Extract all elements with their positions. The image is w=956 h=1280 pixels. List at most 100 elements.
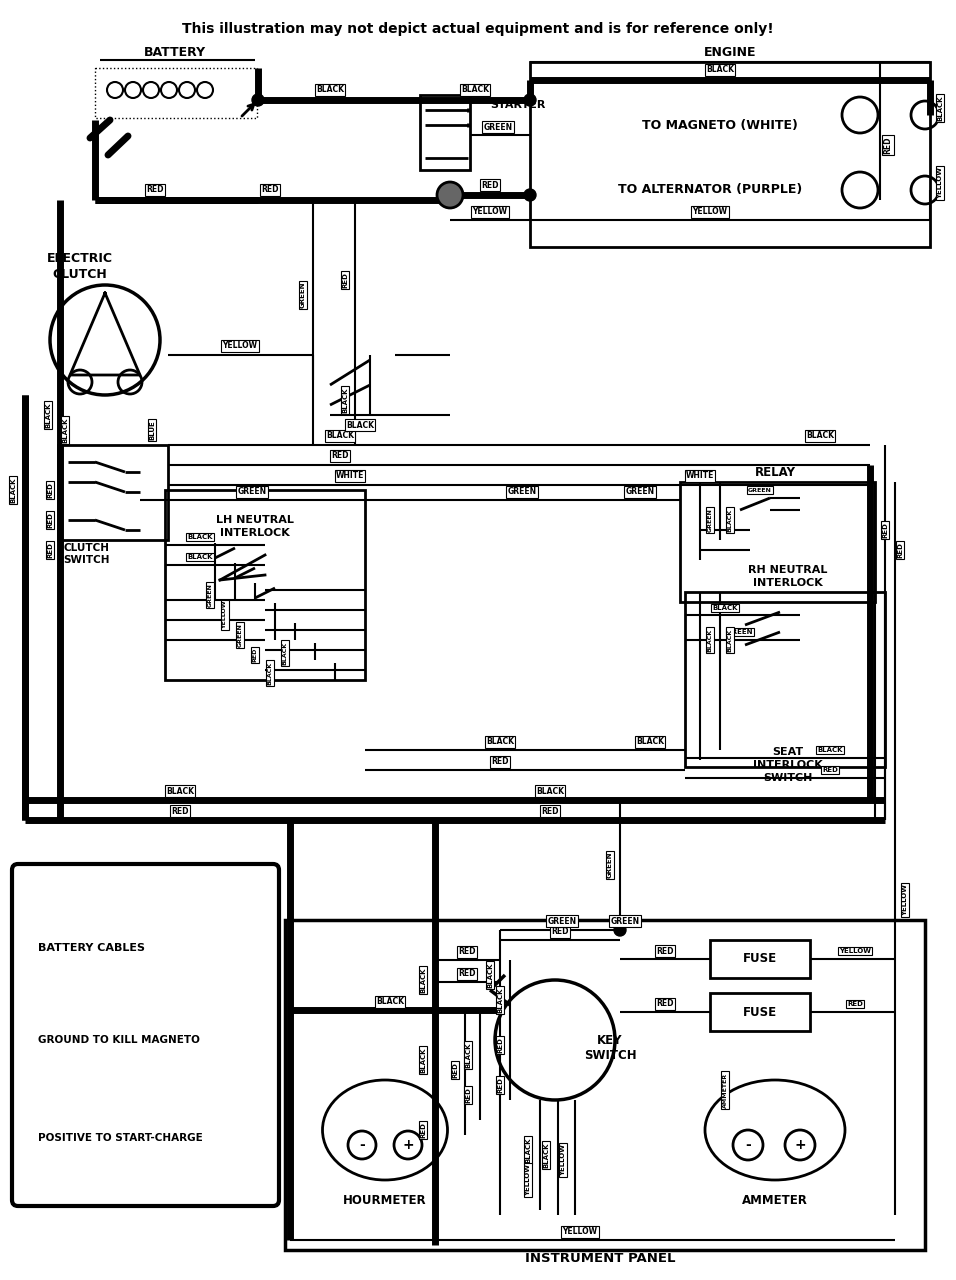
Text: YELLOW: YELLOW xyxy=(839,948,871,954)
Text: BATTERY: BATTERY xyxy=(144,46,206,59)
Text: GREEN: GREEN xyxy=(625,488,655,497)
Text: GREEN: GREEN xyxy=(727,628,753,635)
Text: +: + xyxy=(794,1138,806,1152)
Bar xyxy=(710,993,810,1030)
Text: YELLOW: YELLOW xyxy=(525,1164,531,1196)
Text: BLACK: BLACK xyxy=(465,1042,471,1068)
Text: RED: RED xyxy=(883,136,893,154)
Text: YELLOW: YELLOW xyxy=(560,1144,566,1176)
Text: RED: RED xyxy=(420,1123,426,1138)
Text: BLACK: BLACK xyxy=(45,402,51,428)
Text: GROUND TO KILL MAGNETO: GROUND TO KILL MAGNETO xyxy=(38,1036,200,1044)
Bar xyxy=(710,940,810,978)
Bar xyxy=(685,591,885,767)
Text: BLACK: BLACK xyxy=(706,65,734,74)
Bar xyxy=(95,68,257,118)
Text: HOURMETER: HOURMETER xyxy=(343,1193,426,1207)
Text: GREEN: GREEN xyxy=(607,851,613,878)
Text: RED: RED xyxy=(252,648,257,662)
Circle shape xyxy=(524,189,536,201)
Text: BLACK: BLACK xyxy=(817,748,843,753)
Text: BLACK: BLACK xyxy=(420,968,426,993)
Text: RED: RED xyxy=(541,806,558,815)
Text: SWITCH: SWITCH xyxy=(64,556,110,564)
Text: BLACK: BLACK xyxy=(543,1142,549,1167)
Text: ENGINE: ENGINE xyxy=(704,46,756,59)
Text: RELAY: RELAY xyxy=(754,466,795,479)
Text: BLACK: BLACK xyxy=(187,534,213,540)
Text: INTERLOCK: INTERLOCK xyxy=(753,760,823,771)
Text: YELLOW: YELLOW xyxy=(223,600,228,630)
Text: INTERLOCK: INTERLOCK xyxy=(753,579,823,588)
Bar xyxy=(285,920,925,1251)
Text: RED: RED xyxy=(882,522,888,538)
Text: BLACK: BLACK xyxy=(707,628,712,652)
Text: GREEN: GREEN xyxy=(300,282,306,308)
Bar xyxy=(420,95,470,170)
Text: BLUE: BLUE xyxy=(149,420,155,440)
Text: STARTER: STARTER xyxy=(490,100,545,110)
Text: BLACK: BLACK xyxy=(937,95,943,120)
Text: TO ALTERNATOR (PURPLE): TO ALTERNATOR (PURPLE) xyxy=(618,183,802,197)
Text: RED: RED xyxy=(342,273,348,288)
Circle shape xyxy=(614,924,626,936)
Text: BLACK: BLACK xyxy=(376,997,404,1006)
Text: BLACK: BLACK xyxy=(342,388,348,412)
Text: BLACK: BLACK xyxy=(487,963,493,988)
Text: LH NEUTRAL: LH NEUTRAL xyxy=(216,515,293,525)
Text: YELLOW: YELLOW xyxy=(223,342,257,351)
Text: KEY
SWITCH: KEY SWITCH xyxy=(584,1034,637,1062)
Text: GREEN: GREEN xyxy=(548,916,576,925)
Text: FUSE: FUSE xyxy=(743,1006,777,1019)
Bar xyxy=(680,483,875,602)
Circle shape xyxy=(437,182,463,207)
Text: RED: RED xyxy=(497,1037,503,1053)
Text: GREEN: GREEN xyxy=(748,488,771,493)
Circle shape xyxy=(524,93,536,106)
Text: +: + xyxy=(402,1138,414,1152)
Text: CLUTCH: CLUTCH xyxy=(64,543,110,553)
Text: RED: RED xyxy=(847,1001,863,1007)
Text: BLACK: BLACK xyxy=(497,987,503,1012)
Text: SEAT: SEAT xyxy=(772,748,804,756)
Text: BLACK: BLACK xyxy=(536,786,564,795)
Text: RED: RED xyxy=(261,186,279,195)
Text: BLACK: BLACK xyxy=(268,662,272,685)
Text: RED: RED xyxy=(47,483,53,498)
Text: BLACK: BLACK xyxy=(525,1137,531,1162)
Text: GREEN: GREEN xyxy=(237,488,267,497)
Text: YELLOW: YELLOW xyxy=(937,166,943,198)
Text: BATTERY CABLES: BATTERY CABLES xyxy=(38,943,145,954)
Text: GREEN: GREEN xyxy=(207,584,212,607)
Text: INSTRUMENT PANEL: INSTRUMENT PANEL xyxy=(525,1252,675,1265)
Text: GREEN: GREEN xyxy=(707,508,712,532)
Text: CLUTCH: CLUTCH xyxy=(53,269,107,282)
Text: -: - xyxy=(359,1138,365,1152)
Text: RED: RED xyxy=(656,1000,674,1009)
Text: RED: RED xyxy=(552,928,569,937)
Bar xyxy=(530,61,930,247)
Text: BLACK: BLACK xyxy=(346,421,374,430)
Text: YELLOW: YELLOW xyxy=(902,884,908,916)
Text: AMMETER: AMMETER xyxy=(723,1073,728,1107)
Text: YELLOW: YELLOW xyxy=(562,1228,598,1236)
Text: RED: RED xyxy=(481,180,499,189)
Text: GREEN: GREEN xyxy=(237,623,243,646)
Text: BLACK: BLACK xyxy=(10,477,16,503)
Bar xyxy=(58,445,168,540)
Text: RED: RED xyxy=(146,186,163,195)
Text: RED: RED xyxy=(47,512,53,527)
Text: RED: RED xyxy=(171,806,188,815)
Text: TO MAGNETO (WHITE): TO MAGNETO (WHITE) xyxy=(642,119,798,132)
Text: BLACK: BLACK xyxy=(636,737,664,746)
Circle shape xyxy=(252,93,264,106)
Text: BLACK: BLACK xyxy=(486,737,514,746)
Text: YELLOW: YELLOW xyxy=(692,207,728,216)
Text: RED: RED xyxy=(458,969,476,978)
Text: RED: RED xyxy=(491,758,509,767)
Bar xyxy=(165,490,365,680)
Text: GREEN: GREEN xyxy=(611,916,640,925)
Text: GREEN: GREEN xyxy=(484,123,512,132)
Text: -: - xyxy=(745,1138,750,1152)
Text: BLACK: BLACK xyxy=(712,605,738,611)
